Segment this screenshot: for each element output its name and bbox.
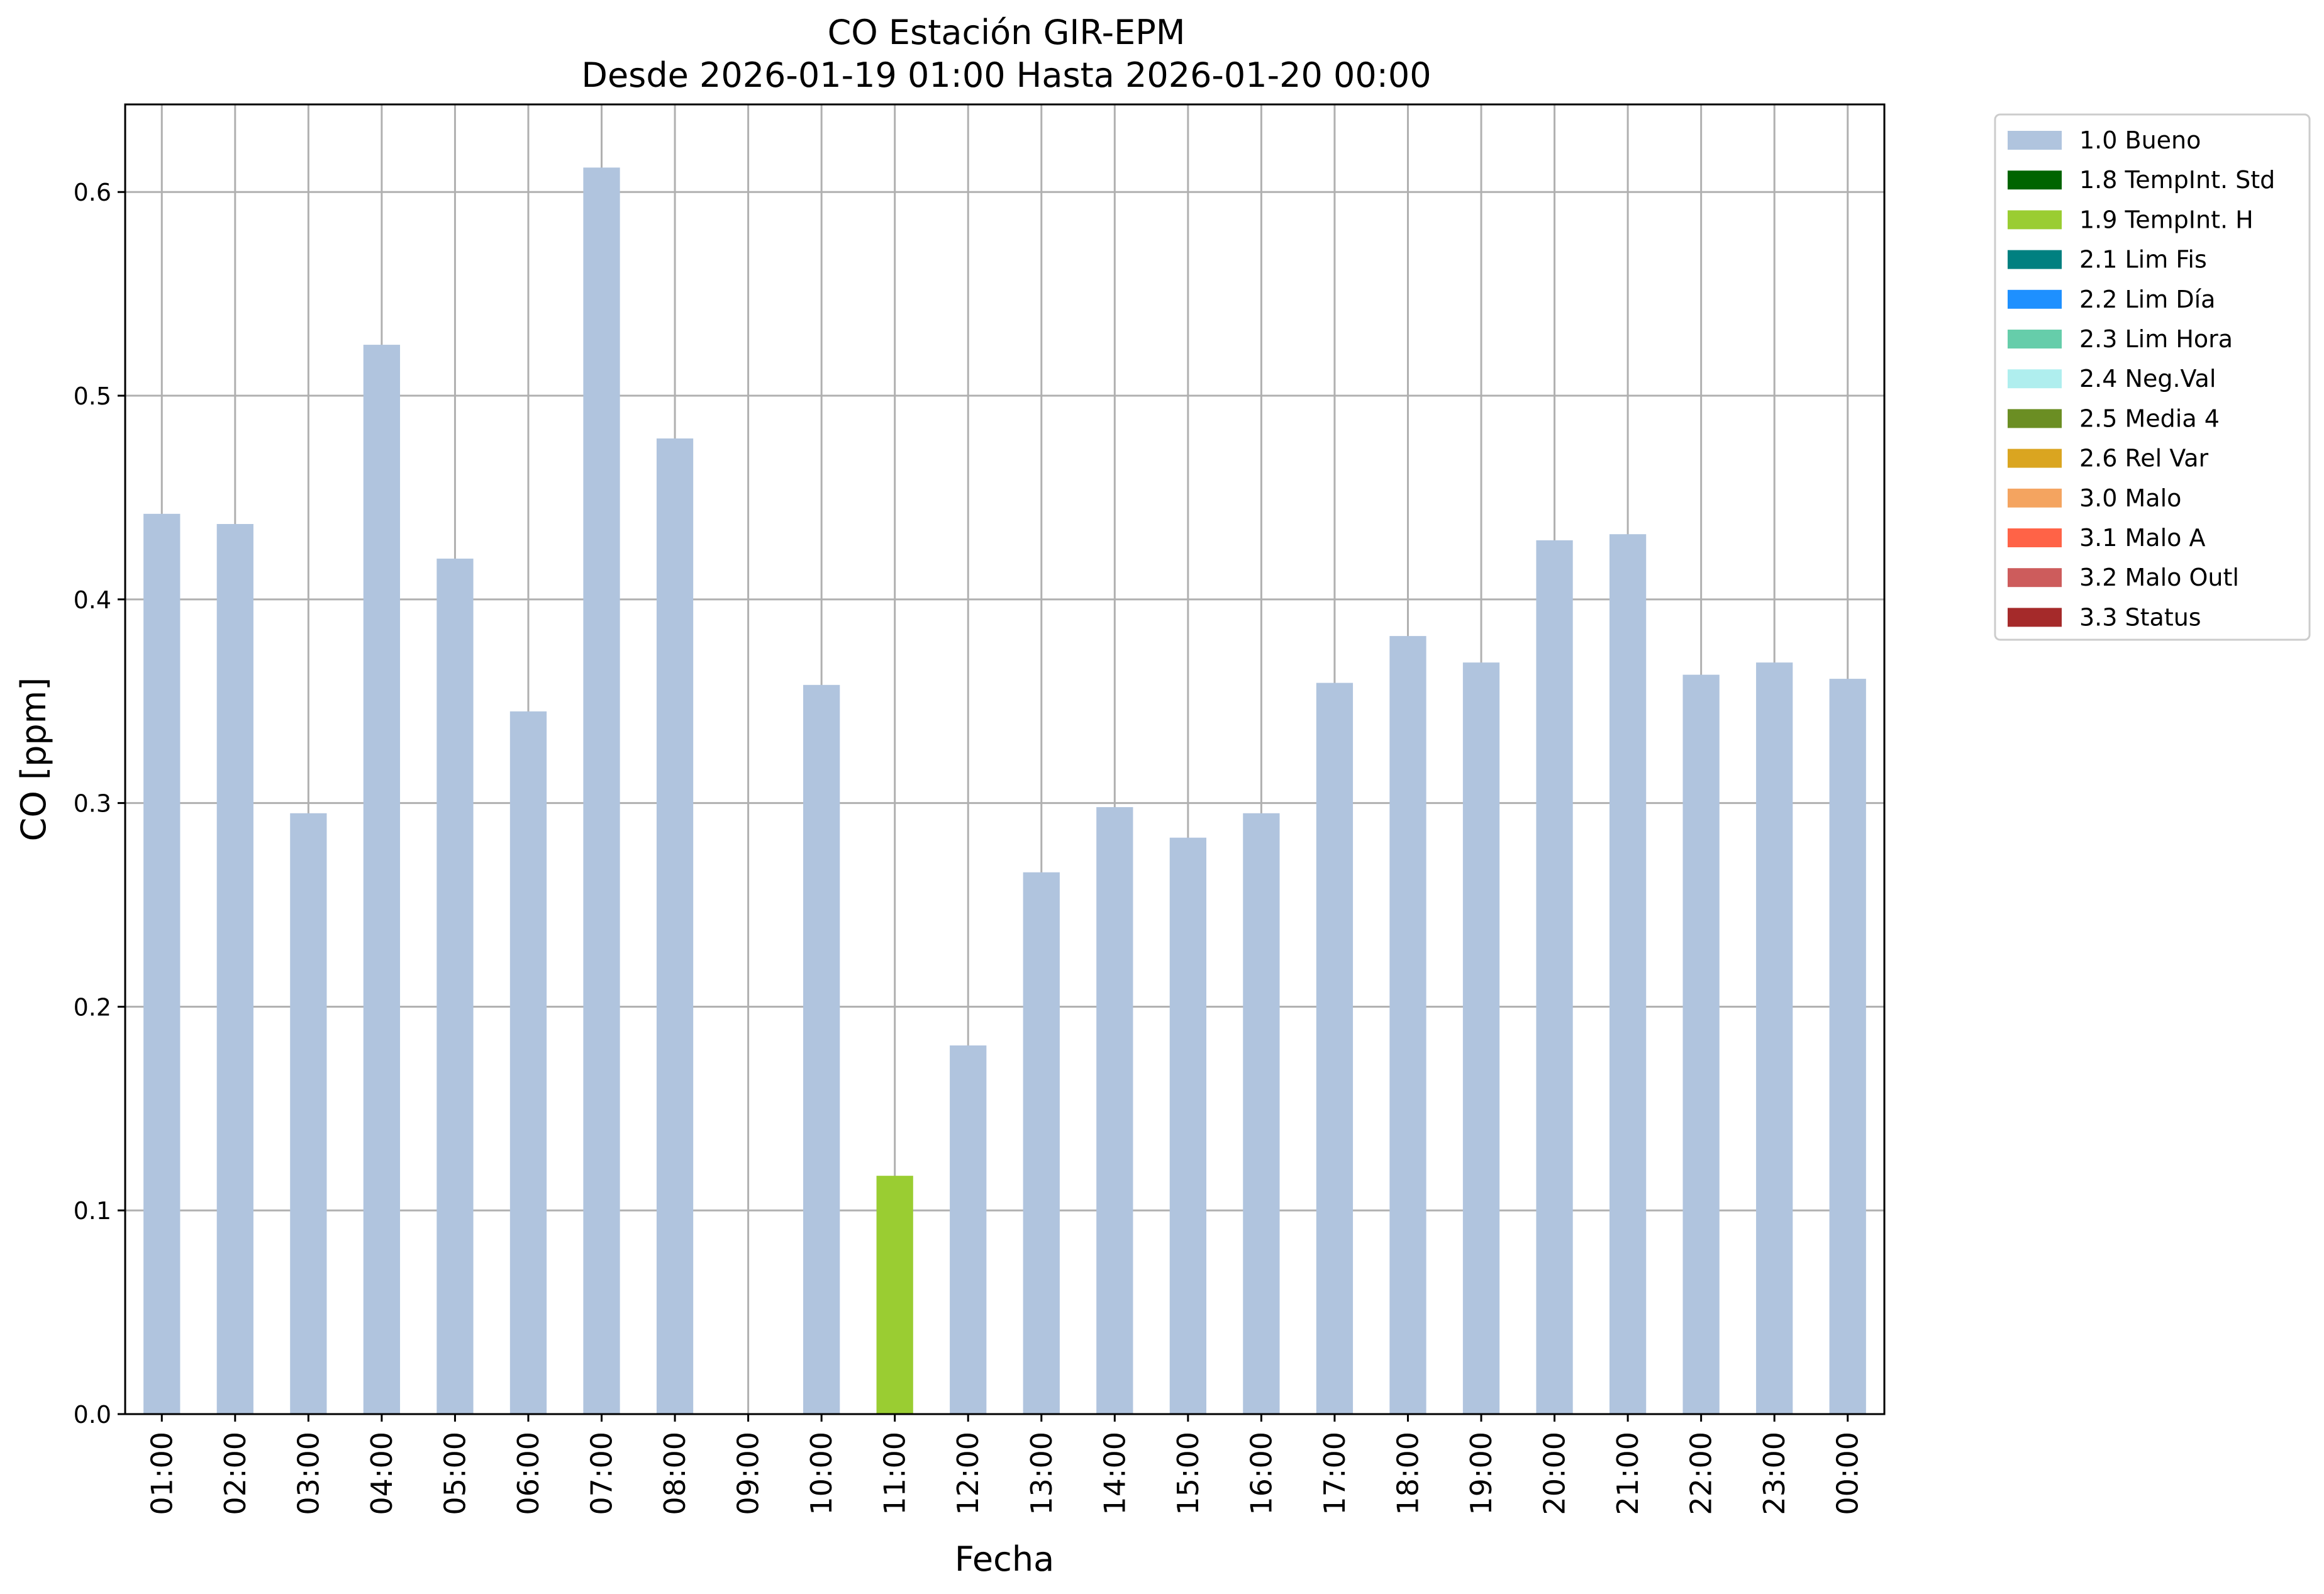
bar-1400 [1096, 807, 1133, 1414]
x-tick-label: 09:00 [731, 1432, 765, 1515]
bar-0800 [656, 438, 694, 1414]
x-tick-label: 02:00 [218, 1432, 252, 1515]
legend: 1.0 Bueno 1.8 TempInt. Std 1.9 TempInt. H 2… [1994, 113, 2311, 641]
bar-1800 [1389, 636, 1426, 1414]
y-tick-label: 0.3 [74, 790, 111, 818]
bar-1900 [1462, 662, 1500, 1414]
bar-1100 [876, 1176, 913, 1414]
legend-swatch [2008, 210, 2062, 230]
legend-swatch [2008, 170, 2062, 190]
y-axis: 0.0 0.1 0.2 0.3 0.4 0.5 0.6 [74, 179, 125, 1429]
legend-swatch [2008, 131, 2062, 150]
legend-label: 2.3 Lim Hora [2079, 325, 2233, 353]
bar-0100 [143, 513, 181, 1414]
x-tick-label: 16:00 [1244, 1432, 1278, 1515]
legend-label: 2.2 Lim Día [2079, 286, 2215, 313]
bar-2000 [1536, 540, 1573, 1414]
bar-1500 [1169, 837, 1206, 1414]
legend-label: 3.0 Malo [2079, 484, 2181, 512]
x-tick-label: 19:00 [1464, 1432, 1498, 1515]
bar-0500 [436, 559, 474, 1414]
x-tick-label: 10:00 [804, 1432, 838, 1515]
x-tick-label: 23:00 [1757, 1432, 1791, 1515]
x-tick-label: 14:00 [1098, 1432, 1131, 1515]
x-tick-label: 11:00 [878, 1432, 912, 1515]
x-tick-label: 05:00 [438, 1432, 472, 1515]
legend-swatch [2008, 369, 2062, 389]
legend-label: 1.0 Bueno [2079, 126, 2201, 154]
bar-2300 [1756, 662, 1793, 1414]
bar-0700 [583, 167, 620, 1415]
legend-label: 1.8 TempInt. Std [2079, 166, 2275, 194]
x-tick-label: 20:00 [1538, 1432, 1572, 1515]
x-axis-label: Fecha [955, 1539, 1054, 1579]
plot-frame [124, 103, 1886, 1415]
bar-0300 [290, 813, 327, 1414]
bar-1700 [1316, 683, 1354, 1414]
x-tick-label: 22:00 [1684, 1432, 1718, 1515]
legend-swatch [2008, 289, 2062, 309]
x-tick-label: 01:00 [145, 1432, 179, 1515]
x-tick-label: 07:00 [585, 1432, 619, 1515]
bars [143, 167, 1866, 1415]
y-tick-label: 0.0 [74, 1401, 111, 1429]
bar-1000 [803, 684, 840, 1414]
x-tick-label: 06:00 [511, 1432, 545, 1515]
x-axis: 01:00 02:00 03:00 04:00 05:00 06:00 07:00 08:00… [145, 1414, 1865, 1515]
y-tick-label: 0.6 [74, 179, 111, 206]
legend-swatch [2008, 528, 2062, 547]
chart-title: CO Estación GIR-EPM [828, 13, 1186, 52]
legend-frame [1994, 113, 2311, 641]
x-tick-label: 18:00 [1391, 1432, 1425, 1515]
x-tick-label: 12:00 [951, 1432, 985, 1515]
x-tick-label: 00:00 [1831, 1432, 1865, 1515]
y-tick-label: 0.1 [74, 1197, 111, 1225]
legend-label: 3.2 Malo Outl [2079, 564, 2239, 591]
x-tick-label: 03:00 [291, 1432, 325, 1515]
y-tick-label: 0.5 [74, 382, 111, 410]
y-tick-label: 0.4 [74, 586, 111, 614]
bar-2200 [1682, 674, 1720, 1414]
legend-label: 3.1 Malo A [2079, 524, 2205, 552]
x-tick-label: 13:00 [1025, 1432, 1059, 1515]
y-tick-label: 0.2 [74, 993, 111, 1021]
legend-label: 2.5 Media 4 [2079, 404, 2220, 432]
x-tick-label: 08:00 [658, 1432, 692, 1515]
bar-0000 [1829, 679, 1866, 1414]
legend-label: 2.6 Rel Var [2079, 445, 2209, 472]
bar-0600 [509, 711, 547, 1414]
bar-0200 [216, 524, 253, 1414]
legend-label: 2.1 Lim Fis [2079, 246, 2207, 274]
legend-label: 1.9 TempInt. H [2079, 206, 2254, 233]
legend-label: 2.4 Neg.Val [2079, 365, 2216, 393]
bar-2100 [1609, 534, 1647, 1415]
x-tick-label: 15:00 [1171, 1432, 1205, 1515]
chart-subtitle: Desde 2026-01-19 01:00 Hasta 2026-01-20 … [581, 55, 1431, 95]
legend-swatch [2008, 608, 2062, 627]
legend-swatch [2008, 250, 2062, 269]
bar-0400 [363, 345, 401, 1414]
legend-label: 3.3 Status [2079, 603, 2201, 631]
x-tick-label: 04:00 [365, 1432, 399, 1515]
legend-swatch [2008, 488, 2062, 508]
bar-1600 [1243, 813, 1280, 1414]
legend-swatch [2008, 330, 2062, 348]
bar-1200 [950, 1045, 987, 1414]
y-axis-label: CO [ppm] [14, 677, 53, 842]
bar-1300 [1023, 872, 1060, 1414]
legend-swatch [2008, 568, 2062, 588]
x-tick-label: 21:00 [1611, 1432, 1645, 1515]
legend-swatch [2008, 449, 2062, 468]
x-tick-label: 17:00 [1318, 1432, 1352, 1515]
legend-swatch [2008, 409, 2062, 428]
